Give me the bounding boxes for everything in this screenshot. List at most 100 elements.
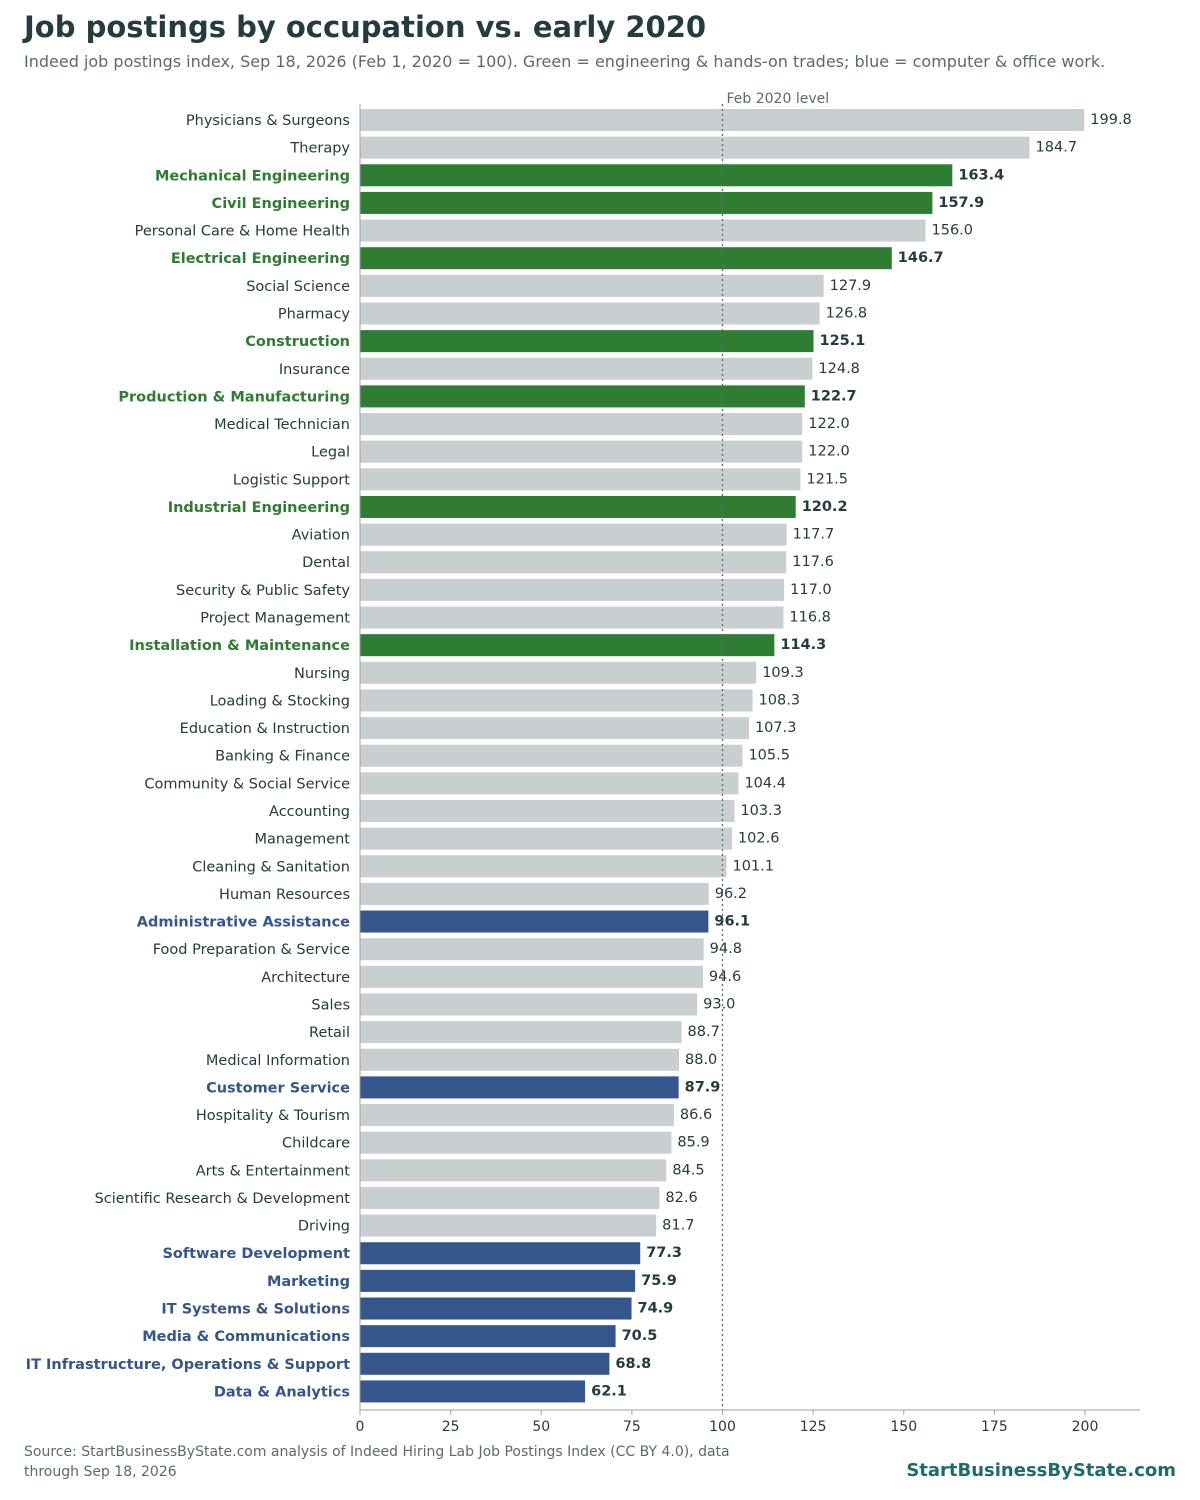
value-label: 122.0 — [808, 416, 850, 432]
category-label: Driving — [298, 1219, 350, 1235]
value-label: 157.9 — [938, 195, 984, 211]
bar-4 — [360, 219, 926, 242]
bar-5 — [360, 247, 892, 270]
value-label: 184.7 — [1036, 140, 1078, 156]
bar-20 — [360, 661, 757, 684]
category-label: Administrative Assistance — [137, 915, 350, 931]
bar-38 — [360, 1159, 667, 1182]
category-label: IT Systems & Solutions — [161, 1302, 350, 1318]
category-label: Physicians & Surgeons — [186, 113, 350, 129]
bar-26 — [360, 827, 732, 850]
value-label: 146.7 — [898, 250, 944, 266]
x-tick-label: 200 — [1072, 1419, 1099, 1435]
category-label: Architecture — [261, 970, 350, 986]
bar-21 — [360, 689, 753, 712]
value-label: 104.4 — [744, 775, 786, 791]
category-label: Nursing — [294, 666, 350, 682]
category-label: Project Management — [200, 611, 350, 627]
value-label: 62.1 — [591, 1383, 627, 1399]
bar-15 — [360, 523, 787, 546]
category-label: Production & Manufacturing — [118, 389, 350, 405]
category-label: Marketing — [267, 1274, 350, 1290]
bar-chart: Physicians & Surgeons 199.8 Therapy 184.7 Me… — [26, 91, 1140, 1435]
category-label: Medical Technician — [214, 417, 350, 433]
value-label: 126.8 — [826, 305, 868, 321]
value-label: 87.9 — [685, 1079, 721, 1095]
bar-25 — [360, 800, 735, 822]
value-label: 122.0 — [808, 444, 850, 460]
category-label: Dental — [302, 555, 350, 571]
category-label: Arts & Entertainment — [196, 1163, 351, 1179]
category-label: Installation & Maintenance — [129, 638, 350, 654]
value-label: 103.3 — [740, 803, 782, 819]
category-label: Banking & Finance — [215, 749, 350, 765]
bar-34 — [360, 1048, 679, 1071]
value-label: 107.3 — [755, 720, 797, 736]
bar-45 — [360, 1352, 610, 1375]
category-label: Logistic Support — [233, 472, 350, 488]
value-label: 105.5 — [748, 748, 790, 764]
value-label: 84.5 — [672, 1162, 704, 1178]
x-tick-label: 175 — [981, 1419, 1008, 1435]
value-label: 101.1 — [732, 858, 774, 874]
category-label: Civil Engineering — [212, 196, 350, 212]
bar-24 — [360, 772, 739, 795]
value-label: 68.8 — [615, 1356, 651, 1372]
bar-22 — [360, 717, 749, 740]
value-label: 94.8 — [710, 941, 742, 957]
bar-35 — [360, 1076, 679, 1099]
source-note: Source: StartBusinessByState.com analysi… — [24, 1444, 730, 1480]
x-tick-label: 50 — [532, 1419, 550, 1435]
bar-44 — [360, 1325, 616, 1348]
reference-line-label: Feb 2020 level — [727, 91, 830, 107]
bar-46 — [360, 1380, 586, 1403]
category-label: Social Science — [246, 279, 350, 295]
category-label: Aviation — [292, 528, 350, 544]
bar-11 — [360, 413, 803, 436]
bar-28 — [360, 882, 709, 905]
category-label: Mechanical Engineering — [155, 168, 350, 184]
value-label: 156.0 — [932, 223, 974, 239]
bar-13 — [360, 468, 801, 491]
bar-33 — [360, 1021, 682, 1044]
value-label: 85.9 — [677, 1135, 709, 1151]
x-tick-label: 25 — [442, 1419, 460, 1435]
x-tick-label: 100 — [709, 1419, 736, 1435]
category-label: Hospitality & Tourism — [196, 1108, 350, 1124]
value-label: 81.7 — [662, 1218, 694, 1234]
category-label: Cleaning & Sanitation — [192, 859, 350, 875]
bar-17 — [360, 578, 785, 601]
bar-12 — [360, 440, 803, 463]
chart-subtitle: Indeed job postings index, Sep 18, 2026 … — [24, 52, 1106, 71]
category-label: Medical Information — [206, 1053, 350, 1069]
category-label: Sales — [311, 997, 350, 1013]
x-tick-label: 75 — [623, 1419, 641, 1435]
category-label: Customer Service — [206, 1080, 350, 1096]
value-label: 70.5 — [622, 1328, 658, 1344]
category-label: Personal Care & Home Health — [135, 224, 350, 240]
category-label: Childcare — [282, 1136, 350, 1152]
bar-41 — [360, 1242, 641, 1265]
bar-42 — [360, 1269, 636, 1292]
value-label: 127.9 — [830, 278, 872, 294]
category-label: Education & Instruction — [180, 721, 350, 737]
value-label: 109.3 — [762, 665, 804, 681]
bar-3 — [360, 191, 933, 214]
value-label: 121.5 — [806, 471, 848, 487]
value-label: 120.2 — [802, 499, 848, 515]
x-tick-label: 0 — [356, 1419, 365, 1435]
x-tick-label: 125 — [800, 1419, 827, 1435]
brand-logo-text[interactable]: StartBusinessByState.com — [906, 1460, 1176, 1481]
value-label: 122.7 — [811, 388, 857, 404]
bar-36 — [360, 1104, 674, 1127]
value-label: 117.7 — [793, 527, 835, 543]
category-label: Loading & Stocking — [210, 693, 350, 709]
bar-30 — [360, 938, 704, 961]
value-label: 77.3 — [646, 1245, 682, 1261]
value-label: 94.6 — [709, 969, 741, 985]
category-label: Management — [254, 832, 350, 848]
category-label: Construction — [245, 334, 350, 350]
category-label: Scientific Research & Development — [95, 1191, 351, 1207]
category-label: Software Development — [162, 1246, 350, 1262]
bar-39 — [360, 1186, 660, 1209]
